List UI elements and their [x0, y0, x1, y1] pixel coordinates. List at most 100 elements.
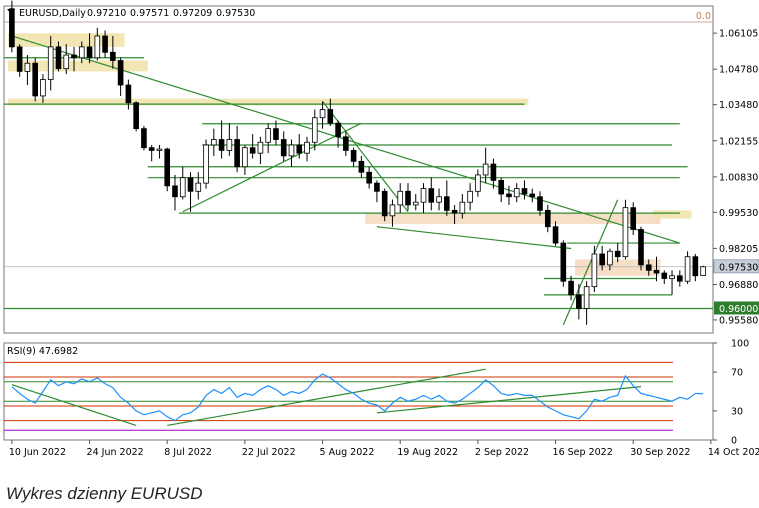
candle-body — [110, 51, 116, 61]
candle-body — [273, 128, 279, 140]
candle-body — [513, 188, 520, 198]
candle-body — [55, 46, 62, 70]
rsi-tick-label: 30 — [731, 406, 743, 417]
candle-body — [444, 196, 450, 211]
header-dropdown-icon — [7, 9, 15, 14]
candle-body — [653, 269, 660, 274]
candle-body — [133, 102, 139, 130]
trendline — [322, 101, 409, 213]
candle-body — [172, 185, 178, 198]
candle-body — [195, 182, 202, 192]
candle-body — [343, 136, 349, 151]
candle-body — [242, 147, 248, 168]
ohlc-value: 0.97530 — [216, 8, 255, 19]
level-price-label: 0.96000 — [719, 304, 758, 315]
y-tick-label: 1.06105 — [719, 29, 758, 40]
candle-body — [389, 204, 396, 217]
x-tick-label: 24 Jun 2022 — [87, 447, 144, 458]
candle-body — [327, 109, 334, 124]
candle-body — [32, 62, 38, 97]
candle-body — [280, 139, 287, 157]
candle-body — [638, 229, 644, 266]
y-tick-label: 1.00830 — [719, 172, 758, 183]
candle-body — [311, 117, 318, 143]
x-tick-label: 10 Jun 2022 — [9, 447, 66, 458]
candle-body — [304, 141, 310, 154]
candle-body — [47, 46, 54, 80]
candle-body — [498, 179, 504, 195]
rsi-trendline — [11, 384, 137, 427]
candle-body — [700, 266, 706, 276]
candle-body — [568, 280, 574, 296]
corner-label: 0.0 — [696, 11, 711, 22]
candle-body — [78, 46, 85, 59]
candle-body — [86, 46, 93, 59]
level-price-box — [714, 301, 759, 315]
candle-body — [405, 190, 411, 206]
candle-body — [374, 182, 380, 192]
candle-body — [288, 144, 295, 157]
candle-body — [265, 128, 271, 143]
candle-body — [203, 144, 209, 184]
candle-body — [187, 177, 194, 192]
candle-body — [257, 141, 264, 154]
candle-body — [24, 62, 31, 72]
candle-body — [459, 201, 466, 214]
ohlc-value: 0.97571 — [130, 8, 169, 19]
candle-body — [141, 128, 147, 149]
candle-body — [40, 79, 46, 97]
y-tick-label: 1.03480 — [719, 100, 758, 111]
candle-body — [249, 147, 256, 154]
candle-body — [451, 209, 458, 214]
y-tick-label: 0.95580 — [719, 315, 758, 326]
x-tick-label: 22 Jul 2022 — [242, 447, 296, 458]
candle-body — [622, 207, 629, 258]
rsi-tick-label: 100 — [731, 339, 749, 350]
candle-body — [428, 188, 435, 203]
candle-body — [467, 190, 473, 203]
candle-body — [521, 188, 528, 195]
candle-body — [397, 190, 404, 206]
candle-body — [94, 35, 101, 59]
candle-body — [117, 60, 124, 86]
candle-body — [148, 147, 155, 151]
ohlc-value: 0.97209 — [173, 8, 212, 19]
x-tick-label: 16 Sep 2022 — [553, 447, 613, 458]
candle-body — [9, 8, 15, 48]
price-chart: 0.0 1.06105 1.04780 1.03480 1.02155 1.00830 0.… — [3, 0, 759, 458]
candle-body — [412, 201, 419, 206]
current-price-label: 0.97530 — [719, 262, 758, 273]
candle-body — [63, 54, 70, 70]
x-tick-label: 5 Aug 2022 — [320, 447, 375, 458]
candle-body — [645, 264, 652, 271]
support-zone — [8, 60, 148, 72]
candle-body — [475, 174, 481, 192]
chart-symbol: EURUSD,Daily — [19, 8, 86, 19]
candle-body — [490, 163, 497, 181]
y-tick-label: 1.04780 — [719, 65, 758, 76]
price-panel-frame — [3, 5, 714, 334]
trendline — [182, 122, 362, 213]
rsi-trendline — [376, 386, 642, 414]
candle-body — [544, 209, 551, 228]
candle-body — [552, 226, 559, 244]
ohlc-value: 0.97210 — [87, 8, 126, 19]
candle-body — [669, 275, 675, 279]
candle-body — [614, 250, 621, 258]
rsi-tick-label: 70 — [731, 368, 743, 379]
candle-body — [529, 193, 536, 198]
candle-body — [436, 196, 442, 203]
rsi-panel-frame — [3, 342, 714, 441]
x-tick-label: 8 Jul 2022 — [164, 447, 212, 458]
candle-body — [560, 242, 567, 282]
candle-body — [125, 84, 132, 104]
candle-body — [599, 253, 605, 266]
candle-body — [350, 150, 357, 162]
candle-body — [226, 139, 233, 151]
candle-body — [358, 160, 365, 173]
candle-body — [583, 286, 590, 309]
candle-body — [179, 177, 186, 198]
candle-body — [576, 294, 582, 309]
candle-body — [677, 275, 683, 282]
candle-body — [366, 171, 372, 184]
